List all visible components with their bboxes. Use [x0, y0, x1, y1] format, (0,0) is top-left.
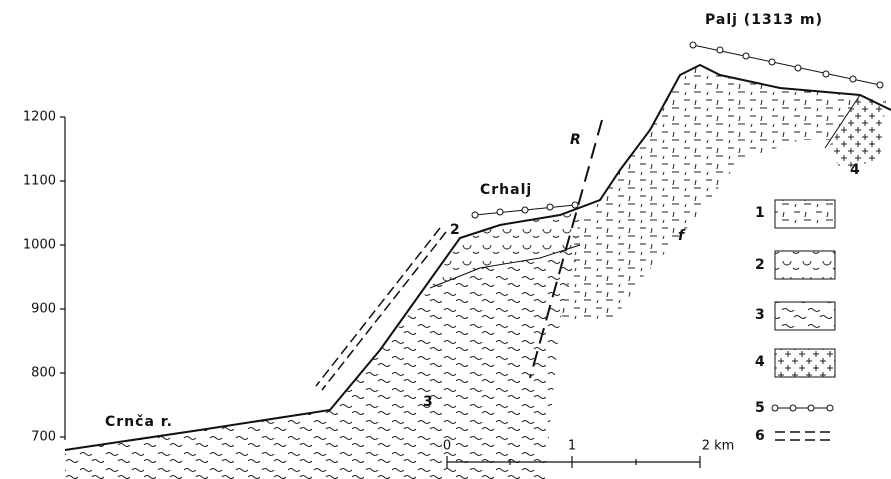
legend: 1 2 3 4 5 6: [755, 200, 835, 444]
river-label: Crnča r.: [105, 414, 173, 430]
legend-swatch: [775, 302, 835, 330]
ridge-label: Crhalj: [480, 182, 532, 198]
scale-label: 2 km: [702, 439, 735, 454]
legend-swatch: [775, 349, 835, 377]
fault-label: R: [570, 132, 582, 148]
legend-number: 3: [755, 307, 766, 323]
fault-label: f: [678, 228, 686, 244]
scale-label: 0: [443, 439, 451, 454]
legend-number: 4: [755, 354, 766, 370]
legend-swatch: [775, 432, 832, 440]
unit-3-area: [65, 245, 580, 479]
legend-swatch: [775, 200, 835, 228]
peak-label: Palj (1313 m): [705, 12, 823, 28]
axis-tick: 800: [31, 366, 56, 381]
unit-label: 3: [423, 394, 434, 410]
axis-tick: 900: [31, 302, 56, 317]
axis-tick: 1100: [23, 174, 56, 189]
unit-label: 4: [850, 162, 861, 178]
elevation-axis: [60, 117, 65, 440]
axis-tick: 1200: [23, 110, 56, 125]
legend-number: 6: [755, 428, 766, 444]
unit-label: 2: [450, 222, 461, 238]
axis-tick: 700: [31, 430, 56, 445]
axis-tick: 1000: [23, 238, 56, 253]
legend-number: 1: [755, 205, 766, 221]
geologic-profile: 1200 1100 1000 900 800 700 0 1 2 km Palj…: [0, 0, 891, 479]
scale-label: 1: [568, 439, 576, 454]
legend-swatch: [775, 251, 835, 279]
legend-number: 2: [755, 257, 766, 273]
legend-number: 5: [755, 400, 766, 416]
